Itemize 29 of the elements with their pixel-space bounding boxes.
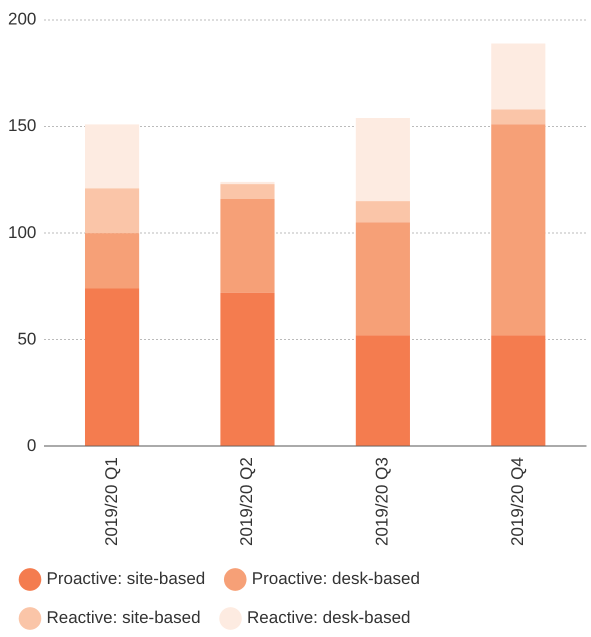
bar: [220, 184, 275, 199]
y-tick-label: 100: [8, 222, 36, 242]
bar: [491, 43, 546, 110]
y-tick-label: 200: [8, 10, 36, 29]
bar: [220, 182, 275, 184]
x-tick-label: 2019/20 Q2: [237, 457, 256, 546]
y-tick-label: 0: [26, 436, 36, 455]
bar: [220, 198, 275, 293]
legend-label: Reactive: desk-based: [247, 608, 411, 628]
x-tick-label: 2019/20 Q3: [372, 457, 392, 546]
bar: [84, 288, 140, 446]
legend-label: Proactive: site-based: [46, 569, 206, 588]
y-tick-label: 150: [8, 116, 36, 136]
x-tick-label: 2019/20 Q1: [102, 457, 121, 546]
x-tick-label: 2019/20 Q4: [508, 457, 527, 546]
bar: [356, 335, 410, 446]
bar: [356, 201, 410, 222]
y-tick-label: 50: [17, 329, 36, 348]
bar: [491, 124, 546, 336]
bar: [84, 233, 140, 288]
bar: [220, 292, 275, 446]
bar: [356, 222, 410, 336]
legend-label: Proactive: desk-based: [252, 569, 420, 588]
bar: [491, 109, 546, 124]
bar: [356, 118, 410, 202]
bar: [491, 335, 546, 446]
bar: [84, 124, 140, 188]
legend-label: Reactive: site-based: [46, 608, 201, 628]
bar: [84, 188, 140, 234]
